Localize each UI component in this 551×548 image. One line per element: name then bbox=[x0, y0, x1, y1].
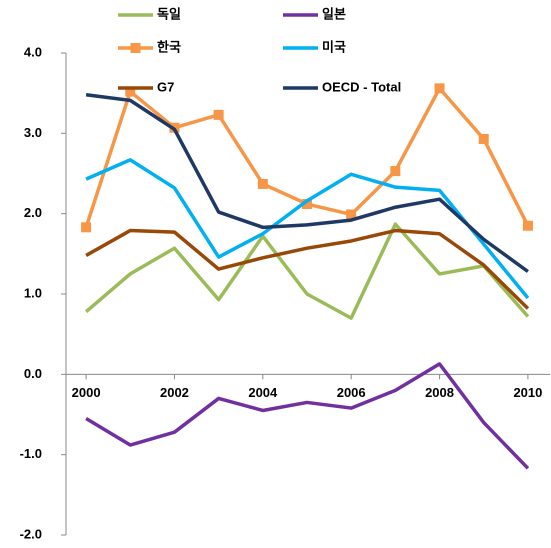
marker bbox=[522, 220, 533, 231]
x-tick-label: 2006 bbox=[337, 385, 366, 400]
legend-label: 독일 bbox=[157, 6, 181, 21]
x-tick-label: 2010 bbox=[513, 385, 542, 400]
legend-label: OECD - Total bbox=[322, 79, 401, 94]
marker bbox=[390, 166, 401, 177]
legend-marker bbox=[130, 43, 141, 53]
marker bbox=[478, 133, 489, 144]
x-tick-label: 2002 bbox=[160, 385, 189, 400]
series-line bbox=[85, 158, 530, 300]
y-tick-label: -2.0 bbox=[20, 526, 42, 541]
y-tick-label: 0.0 bbox=[24, 366, 42, 381]
y-tick-label: 3.0 bbox=[24, 125, 42, 140]
y-tick-label: -1.0 bbox=[20, 446, 42, 461]
marker bbox=[125, 86, 136, 97]
series-line bbox=[85, 228, 530, 310]
marker bbox=[213, 109, 224, 120]
legend-label: 미국 bbox=[322, 39, 346, 54]
x-tick-label: 2008 bbox=[425, 385, 454, 400]
legend-label: 한국 bbox=[157, 39, 181, 54]
x-tick-label: 2004 bbox=[248, 385, 278, 400]
marker bbox=[257, 178, 268, 189]
x-tick-label: 2000 bbox=[72, 385, 101, 400]
series-line bbox=[85, 93, 529, 273]
legend-label: G7 bbox=[157, 79, 174, 94]
series-line bbox=[84, 222, 530, 320]
y-tick-label: 2.0 bbox=[24, 205, 42, 220]
series-line bbox=[85, 362, 530, 470]
marker bbox=[346, 209, 357, 220]
y-tick-label: 4.0 bbox=[24, 44, 42, 59]
marker bbox=[302, 199, 312, 210]
marker bbox=[81, 222, 92, 233]
marker bbox=[434, 83, 445, 94]
y-tick-label: 1.0 bbox=[24, 285, 42, 300]
legend-label: 일본 bbox=[322, 6, 346, 21]
